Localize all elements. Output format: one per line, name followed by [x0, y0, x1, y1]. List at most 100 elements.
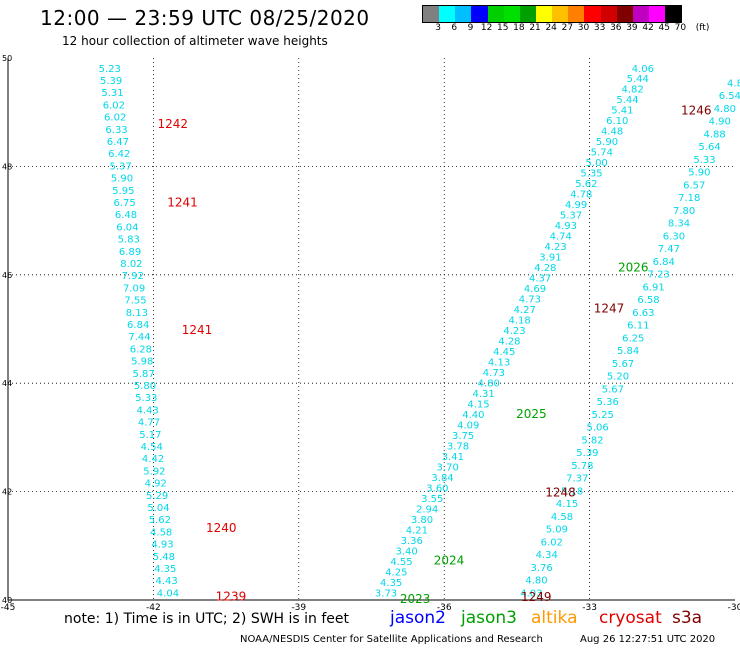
wave-height-label: 5.95 [112, 186, 134, 197]
color-swatch [584, 6, 601, 22]
color-scale-label: 18 [513, 23, 525, 33]
wave-height-label: 6.75 [114, 198, 136, 209]
wave-height-label: 7.23 [648, 270, 670, 281]
track-id-label: 1239 [216, 590, 247, 604]
wave-height-label: 4.73 [483, 368, 505, 379]
wave-height-label: 5.92 [143, 466, 165, 477]
legend-jason3: jason3 [461, 608, 517, 628]
wave-height-label: 4.77 [138, 418, 160, 429]
wave-height-label: 5.90 [596, 137, 618, 148]
wave-height-label: 4.28 [498, 337, 520, 348]
wave-height-label: 4.54 [141, 442, 163, 453]
wave-height-label: 5.09 [546, 525, 568, 536]
wave-height-label: 4.90 [709, 117, 731, 128]
wave-height-label: 5.87 [132, 369, 154, 380]
y-tick-label: 46 [2, 271, 12, 280]
wave-height-label: 6.11 [627, 321, 649, 332]
y-tick-label: 44 [2, 379, 12, 388]
y-tick-label: 50 [2, 54, 12, 63]
wave-height-label: 7.18 [678, 193, 700, 204]
wave-height-label: 6.84 [127, 320, 149, 331]
wave-height-label: 3.36 [401, 536, 423, 547]
wave-height-label: 3.73 [375, 588, 397, 599]
color-scale-label: 6 [451, 23, 458, 33]
color-scale-label: 42 [642, 23, 654, 33]
page-title: 12:00 — 23:59 UTC 08/25/2020 [40, 6, 370, 30]
track-id-label: 1241 [167, 196, 198, 210]
footer-timestamp: Aug 26 12:27:51 UTC 2020 [580, 634, 716, 645]
wave-height-label: 4.55 [390, 557, 412, 568]
wave-height-label: 7.44 [128, 332, 150, 343]
color-scale-label: (ft) [695, 23, 710, 33]
wave-height-label: 5.00 [586, 158, 608, 169]
wave-height-label: 5.33 [135, 393, 157, 404]
wave-height-label: 5.80 [134, 381, 156, 392]
wave-height-label: 3.40 [395, 546, 417, 557]
color-scale-label: 39 [626, 23, 638, 33]
wave-height-label: 3.41 [442, 452, 464, 463]
color-swatch [455, 6, 472, 22]
wave-height-label: 5.62 [575, 179, 597, 190]
x-tick-label: -36 [437, 603, 452, 613]
wave-height-label: 4.09 [457, 421, 479, 432]
wave-height-label: 6.63 [632, 308, 654, 319]
color-scale-label: 33 [593, 23, 606, 33]
wave-height-label: 6.02 [103, 100, 125, 111]
wave-height-label: 7.80 [673, 206, 695, 217]
wave-height-label: 4.58 [551, 512, 573, 523]
wave-height-label: 5.31 [101, 88, 123, 99]
legend-altika: altika [531, 608, 578, 628]
x-tick-label: -45 [1, 603, 16, 613]
wave-height-label: 4.34 [536, 550, 558, 561]
wave-height-label: 5.17 [139, 430, 161, 441]
wave-height-label: 4.40 [462, 410, 484, 421]
wave-height-label: 5.04 [147, 503, 169, 514]
wave-height-label: 4.82 [622, 85, 644, 96]
track-id-label: 1246 [681, 103, 712, 117]
wave-height-label: 4.93 [151, 540, 173, 551]
wave-height-label: 5.23 [99, 64, 121, 75]
wave-height-label: 6.54 [719, 91, 740, 102]
color-swatch [471, 6, 488, 22]
wave-height-label: 4.15 [467, 400, 489, 411]
footer-credit: NOAA/NESDIS Center for Satellite Applica… [240, 634, 543, 645]
color-swatch [616, 6, 633, 22]
wave-height-label: 7.55 [124, 296, 146, 307]
y-tick-label: 48 [2, 162, 12, 171]
color-swatch [568, 6, 585, 22]
wave-height-label: 4.23 [503, 326, 525, 337]
wave-height-label: 4.21 [406, 525, 428, 536]
x-tick-label: -39 [291, 603, 306, 613]
wave-height-label: 5.06 [586, 423, 608, 434]
wave-height-label: 5.33 [693, 155, 715, 166]
wave-height-label: 4.42 [142, 454, 164, 465]
wave-height-label: 5.67 [602, 384, 624, 395]
wave-height-label: 3.75 [452, 431, 474, 442]
wave-height-label: 4.15 [556, 499, 578, 510]
color-scale-label: 70 [674, 23, 687, 33]
wave-height-label: 4.04 [157, 588, 179, 599]
wave-height-label: 5.67 [612, 359, 634, 370]
wave-height-label: 6.02 [104, 113, 126, 124]
wave-height-label: 3.70 [437, 462, 459, 473]
wave-height-label: 4.73 [519, 295, 541, 306]
wave-height-label: 4.80 [714, 104, 736, 115]
wave-height-label: 6.42 [108, 149, 130, 160]
wave-height-label: 4.35 [154, 564, 176, 575]
wave-height-label: 4.93 [555, 221, 577, 232]
wave-height-label: 5.84 [617, 346, 639, 357]
wave-height-label: 3.55 [421, 494, 443, 505]
wave-height-label: 2.94 [416, 504, 438, 515]
color-swatch [519, 6, 536, 22]
wave-height-label: 5.82 [581, 435, 603, 446]
units-note: note: 1) Time is in UTC; 2) SWH is in fe… [64, 611, 350, 627]
wave-height-label: 4.03 [520, 588, 542, 599]
color-swatch [552, 6, 569, 22]
track-id-label: 1247 [594, 301, 625, 315]
wave-height-label: 5.29 [146, 491, 168, 502]
wave-height-label: 4.69 [524, 284, 546, 295]
color-scale-label: 9 [467, 23, 474, 33]
wave-height-label: 4.43 [137, 405, 159, 416]
wave-height-label: 6.89 [119, 247, 141, 258]
